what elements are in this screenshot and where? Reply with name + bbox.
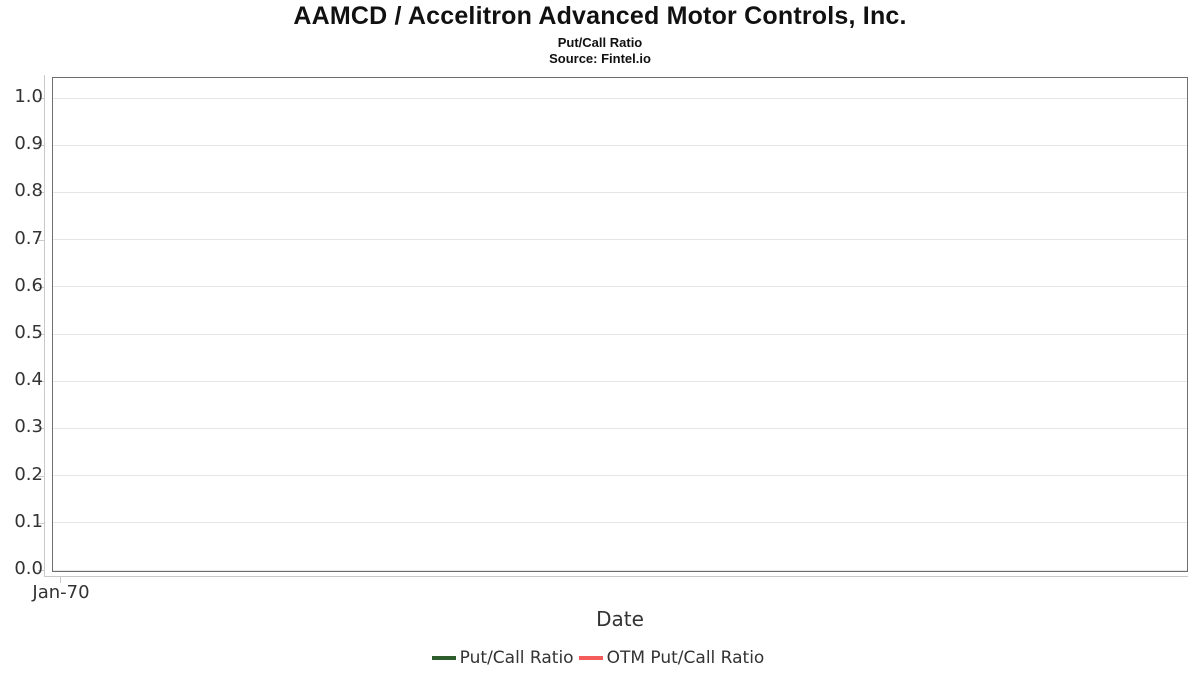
put-call-ratio-line-swatch-icon: [431, 656, 456, 660]
legend-item-otm-put-call-ratio[interactable]: OTM Put/Call Ratio: [578, 648, 765, 668]
y-tick-label: 0.5: [14, 322, 43, 343]
y-axis-tick: [38, 192, 45, 194]
gridline-0.9: [53, 144, 1187, 146]
chart-title: AAMCD / Accelitron Advanced Motor Contro…: [293, 2, 907, 30]
y-axis-tick: [38, 145, 45, 147]
y-axis-tick: [38, 570, 45, 571]
gridline-1.0: [53, 97, 1187, 99]
otm-put-call-ratio-line-swatch-icon: [578, 656, 603, 660]
y-tick-label: 1.0: [14, 86, 43, 107]
gridline-0.2: [53, 475, 1187, 477]
y-axis-tick: [38, 475, 45, 477]
x-tick-label: Jan-70: [32, 582, 90, 603]
y-axis-line: [44, 75, 45, 577]
x-axis-title: Date: [596, 607, 644, 631]
y-axis-tick: [38, 98, 45, 99]
gridline-0.1: [53, 522, 1187, 524]
legend: Put/Call Ratio OTM Put/Call Ratio: [0, 648, 1196, 668]
gridline-0.4: [53, 380, 1187, 382]
y-tick-label: 0.0: [14, 558, 43, 579]
gridline-0.3: [53, 427, 1187, 429]
gridline-0.6: [53, 286, 1187, 288]
legend-item-put-call-ratio[interactable]: Put/Call Ratio: [431, 648, 574, 668]
chart-source-credit: Source: Fintel.io: [549, 51, 651, 66]
y-tick-label: 0.8: [14, 180, 43, 202]
gridline-0.5: [53, 333, 1187, 335]
y-axis-tick: [38, 239, 45, 241]
y-tick-label: 0.4: [14, 369, 43, 391]
y-axis-tick: [38, 428, 45, 430]
y-tick-label: 0.2: [14, 463, 43, 485]
y-tick-label: 0.3: [14, 416, 43, 438]
y-axis-tick: [38, 522, 45, 524]
y-axis-tick: [38, 334, 45, 335]
y-axis-tick: [38, 381, 45, 383]
y-tick-label: 0.1: [14, 510, 43, 532]
legend-label: OTM Put/Call Ratio: [606, 648, 765, 668]
y-tick-label: 0.7: [14, 227, 43, 249]
gridline-0.7: [53, 239, 1187, 241]
plot-area: [52, 77, 1188, 572]
x-axis-tick: [60, 577, 61, 583]
y-axis-tick: [38, 286, 45, 288]
y-tick-label: 0.6: [14, 274, 43, 296]
x-axis-line: [44, 576, 1188, 577]
chart-subtitle: Put/Call Ratio: [557, 35, 643, 50]
gridline-0.8: [53, 191, 1187, 193]
gridline-0.0: [53, 569, 1187, 571]
y-tick-label: 0.9: [14, 133, 43, 155]
legend-label: Put/Call Ratio: [459, 648, 574, 668]
